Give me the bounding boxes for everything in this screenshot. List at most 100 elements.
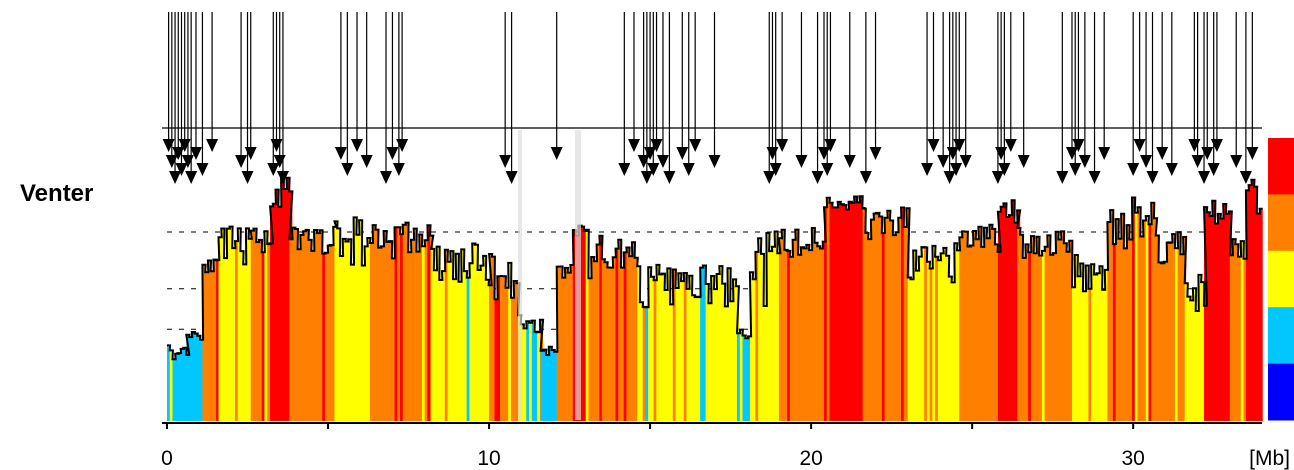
variant-arrow-head: [267, 163, 280, 176]
variant-arrow-head: [175, 163, 188, 176]
profile-bar: [513, 280, 517, 421]
variant-arrow-head: [1127, 163, 1140, 176]
profile-bar: [951, 282, 955, 421]
profile-bar: [792, 239, 796, 421]
profile-bar: [588, 278, 592, 421]
profile-bar: [986, 238, 990, 421]
profile-bar: [686, 288, 690, 421]
variant-arrow-head: [1201, 147, 1214, 160]
variant-arrow-head: [550, 147, 563, 160]
profile-bar: [924, 247, 928, 421]
profile-bar: [926, 261, 931, 421]
profile-bar: [1145, 215, 1149, 421]
profile-bar: [485, 279, 489, 421]
variant-arrow-head: [1072, 139, 1085, 152]
profile-bar: [873, 213, 877, 421]
profile-bar: [618, 239, 622, 421]
profile-bar: [289, 239, 293, 421]
variant-arrow-head: [811, 171, 824, 184]
profile-bar: [450, 251, 454, 421]
profile-bar: [829, 202, 833, 421]
profile-bar: [494, 299, 498, 421]
profile-bar: [1104, 269, 1108, 421]
variant-arrow-head: [921, 163, 934, 176]
profile-bar: [760, 253, 765, 421]
profile-bar: [870, 219, 874, 421]
variant-arrow-head: [380, 171, 392, 184]
profile-bar: [520, 324, 524, 421]
variant-arrow-head: [334, 147, 347, 160]
x-tick-label: 20: [799, 447, 822, 470]
variant-arrow-head: [185, 171, 198, 184]
profile-bar: [959, 237, 963, 421]
profile-bar: [367, 237, 371, 421]
profile-bar: [832, 207, 836, 421]
profile-bar: [881, 233, 885, 421]
variant-arrow-head: [1207, 163, 1220, 176]
profile-bar: [232, 248, 236, 421]
profile-bar: [1044, 246, 1048, 421]
profile-bar: [983, 227, 988, 421]
profile-bar: [648, 267, 652, 421]
profile-bar: [1245, 190, 1250, 421]
variant-arrow-head: [769, 163, 782, 176]
variant-arrow-head: [392, 163, 405, 176]
profile-bar: [391, 258, 395, 421]
profile-bar: [1096, 273, 1100, 421]
profile-bar: [591, 256, 595, 421]
profile-bar: [1243, 258, 1247, 421]
profile-bar: [386, 241, 390, 421]
profile-bar: [570, 265, 574, 421]
profile-bar: [1177, 232, 1181, 421]
profile-bar: [843, 205, 847, 421]
profile-bar: [689, 275, 693, 421]
variant-arrow-head: [821, 163, 834, 176]
profile-bar: [670, 304, 674, 421]
profile-bar: [777, 253, 781, 421]
profile-bar: [1248, 185, 1252, 421]
profile-bar: [1217, 213, 1221, 421]
profile-bar: [463, 271, 468, 421]
profile-bar: [1201, 282, 1205, 421]
profile-bar: [548, 346, 552, 421]
profile-bar: [308, 239, 312, 421]
x-axis-unit-label: [Mb]: [1249, 447, 1290, 470]
profile-bar: [921, 247, 925, 421]
variant-arrow-head: [637, 155, 650, 168]
variant-arrow-head: [663, 171, 676, 184]
profile-bar: [581, 226, 585, 421]
variant-arrow-head: [165, 155, 178, 168]
variant-arrow-head: [937, 155, 950, 168]
profile-bar: [859, 196, 863, 421]
variant-arrow-head: [998, 163, 1011, 176]
profile-bar: [620, 267, 625, 421]
profile-bar: [727, 268, 731, 421]
profile-bar: [1254, 186, 1258, 421]
profile-bar: [806, 244, 810, 421]
variant-arrow-head: [1088, 171, 1101, 184]
profile-bar: [932, 245, 936, 421]
profile-bar: [642, 306, 646, 421]
profile-bar: [702, 265, 707, 421]
profile-bar: [1006, 216, 1010, 421]
profile-bar: [962, 231, 966, 421]
variant-arrow-head: [676, 147, 689, 160]
profile-bar: [1003, 203, 1007, 421]
profile-bar: [778, 238, 783, 421]
profile-bar: [876, 212, 880, 421]
profile-bar: [474, 244, 479, 421]
profile-bar: [416, 251, 420, 421]
variant-arrow-head: [1188, 139, 1201, 152]
profile-bar: [264, 231, 268, 421]
profile-bar: [526, 321, 530, 421]
variant-arrow-head: [656, 155, 669, 168]
profile-bar: [1163, 261, 1168, 421]
profile-bar: [1030, 236, 1035, 421]
profile-bar: [189, 337, 193, 421]
profile-bar: [477, 269, 481, 421]
profile-bar: [327, 245, 331, 421]
profile-bar: [678, 273, 682, 421]
profile-bar: [1225, 213, 1230, 421]
profile-bar: [562, 277, 566, 421]
variant-arrow-head: [351, 139, 364, 152]
